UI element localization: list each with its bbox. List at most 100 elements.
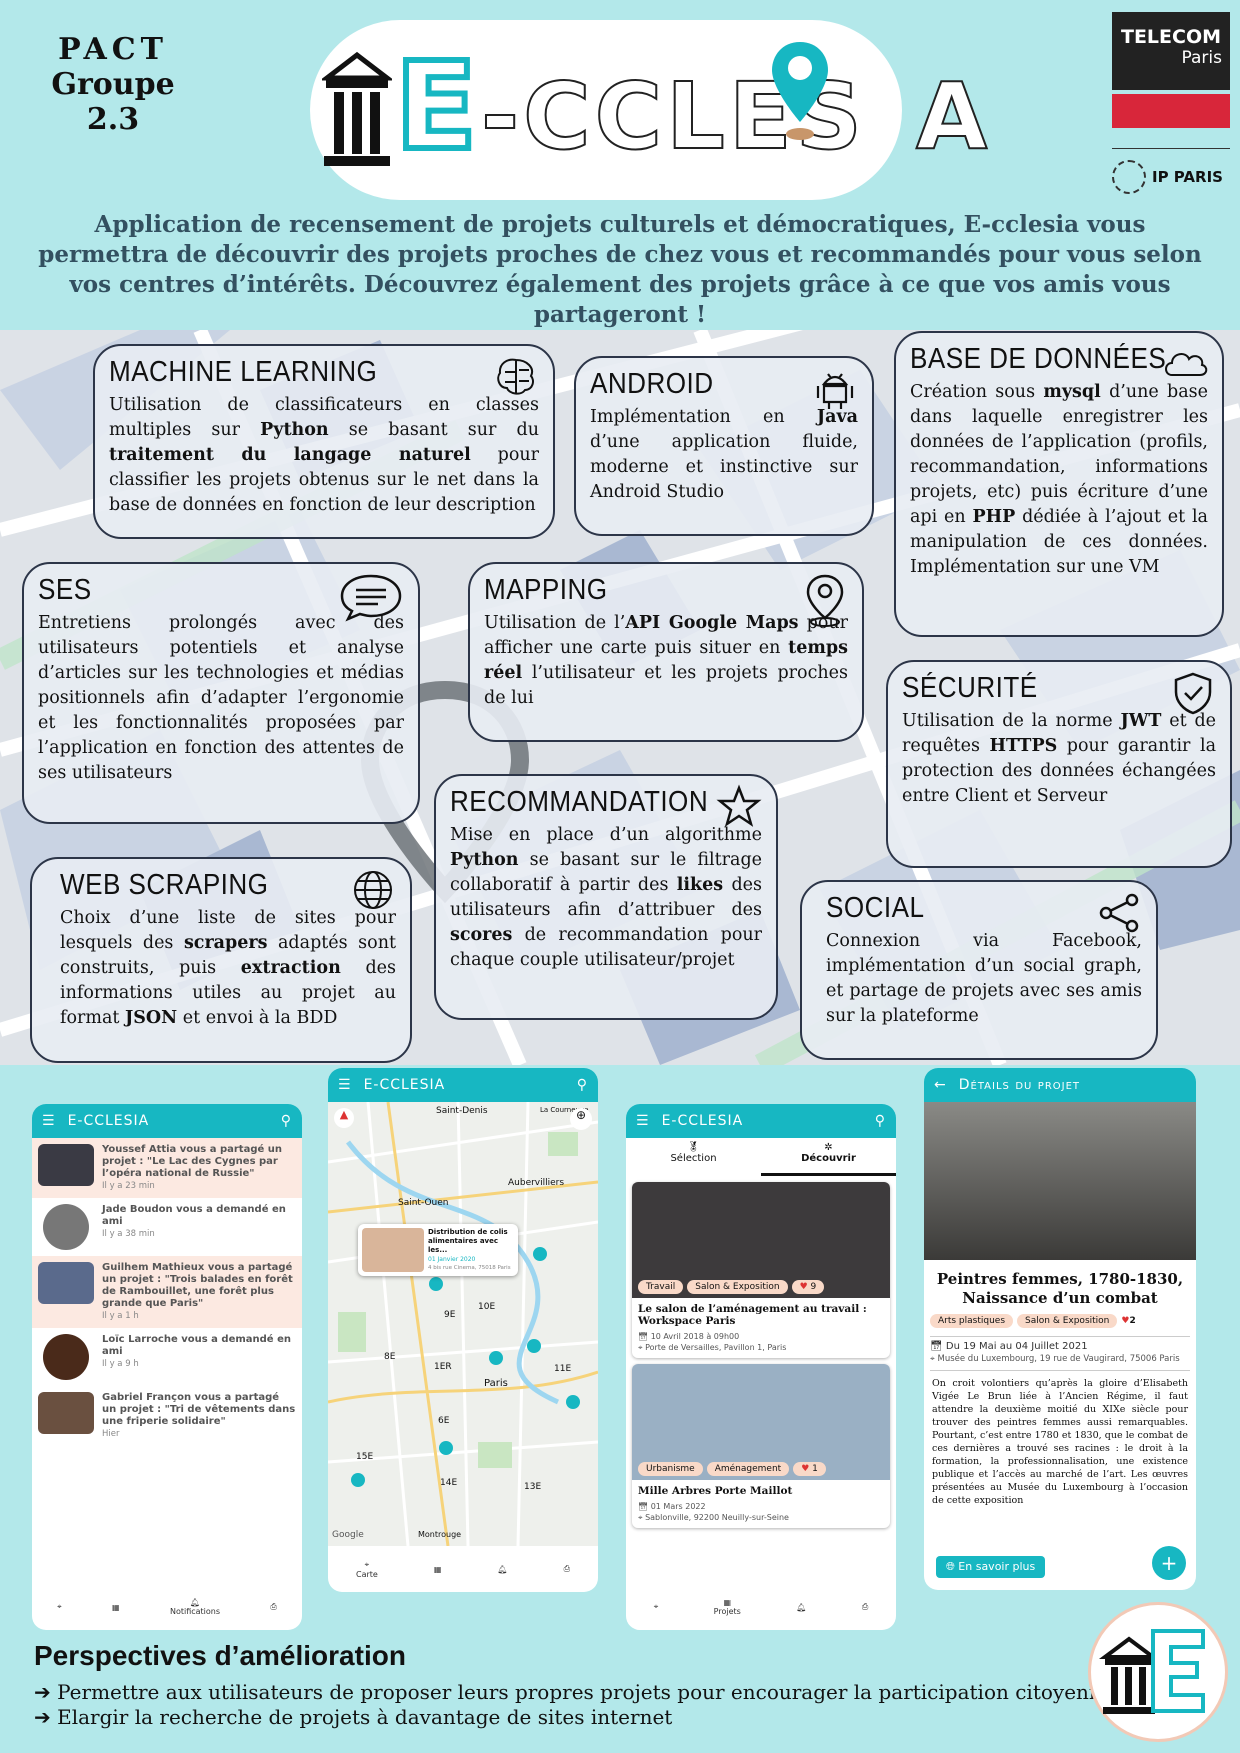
inbox-tab-icon[interactable]: ⎙ xyxy=(563,1564,570,1573)
like-count[interactable]: ♥2 xyxy=(1121,1316,1136,1326)
perspectives-list: ➔ Permettre aux utilisateurs de proposer… xyxy=(34,1680,1114,1730)
notification-item[interactable]: Youssef Attia vous a partagé un projet :… xyxy=(32,1138,302,1198)
group-number: Groupe 2.3 xyxy=(51,67,175,137)
app-title: E-CCLESIA xyxy=(661,1113,744,1129)
project-card[interactable]: Urbanisme Aménagement ♥ 1 Mille Arbres Por… xyxy=(632,1364,890,1528)
map-popup[interactable]: Distribution de colis alimentaires avec … xyxy=(358,1224,518,1276)
project-image: Travail Salon & Exposition ♥ 9 xyxy=(632,1182,890,1298)
notification-item[interactable]: Gabriel Françon vous a partagé un projet… xyxy=(32,1386,302,1446)
projects-tab-icon[interactable]: ▦ xyxy=(433,1564,442,1574)
map-label: 13E xyxy=(524,1482,542,1492)
app-logo-text: E-CCLES A xyxy=(392,45,991,171)
imt-logo xyxy=(1112,94,1230,128)
project-date: 📅︎ 01 Mars 2022 xyxy=(638,1502,706,1511)
category-tag: Travail xyxy=(638,1280,684,1294)
telecom-line2: Paris xyxy=(1181,48,1222,68)
popup-date: 01 Janvier 2020 xyxy=(428,1256,476,1263)
android-box: ANDROID Implémentation en Java d’une app… xyxy=(574,356,874,536)
box-title: SES xyxy=(38,574,92,606)
projects-tab[interactable]: ▦ Projets xyxy=(713,1598,741,1616)
map-label: 10E xyxy=(478,1302,496,1312)
back-arrow-icon[interactable]: ← xyxy=(934,1077,947,1093)
project-title: Mille Arbres Porte Maillot xyxy=(638,1485,793,1497)
menu-icon[interactable]: ☰ xyxy=(338,1077,352,1093)
like-badge[interactable]: ♥ 9 xyxy=(791,1280,825,1294)
location-pin-icon xyxy=(806,574,844,627)
map-label: Saint-Ouen xyxy=(398,1198,449,1208)
project-date: 📅︎ Du 19 Mai au 04 Juillet 2021 xyxy=(930,1341,1088,1352)
project-address: ⌖ Sablonville, 92200 Neuilly-sur-Seine xyxy=(638,1513,789,1522)
map-label: Aubervilliers xyxy=(508,1178,565,1188)
more-info-button[interactable]: 🌐︎ En savoir plus xyxy=(936,1556,1046,1578)
globe-icon xyxy=(354,871,392,909)
notifications-tab[interactable]: 🔔︎ Notifications xyxy=(169,1598,221,1616)
add-fab-icon[interactable]: + xyxy=(1152,1546,1186,1580)
box-text: Connexion via Facebook, implémentation d… xyxy=(826,931,1142,1026)
box-text: Choix d’une liste de sites pour lesquels… xyxy=(60,908,396,1028)
notification-item[interactable]: Guilhem Mathieux vous a partagé un proje… xyxy=(32,1256,302,1328)
search-icon[interactable]: ⚲ xyxy=(576,1077,588,1093)
brain-icon xyxy=(497,358,534,395)
map-label: 9E xyxy=(444,1310,456,1320)
phone-notifications: ☰ E-CCLESIA ⚲ Youssef Attia vous a parta… xyxy=(32,1104,302,1630)
tab-selection[interactable]: 🏅︎ Sélection xyxy=(670,1142,717,1164)
map-tab-icon[interactable]: ⌖ xyxy=(653,1602,659,1611)
inbox-tab-icon[interactable]: ⎙ xyxy=(861,1602,869,1611)
project-description: On croit volontiers qu’après la gloire d… xyxy=(932,1378,1188,1506)
box-text: Utilisation de l’API Google Maps pour af… xyxy=(484,613,848,708)
security-box: SÉCURITÉ Utilisation de la norme JWT et … xyxy=(886,660,1232,868)
notifications-tab-icon[interactable]: 🔔︎ xyxy=(497,1564,508,1574)
box-text: Utilisation de classificateurs en classe… xyxy=(109,395,540,515)
compass-icon[interactable]: ▲ xyxy=(334,1108,354,1128)
menu-icon[interactable]: ☰ xyxy=(636,1113,650,1129)
box-title: MACHINE LEARNING xyxy=(109,356,378,388)
projects-tab-icon[interactable]: ▦ xyxy=(112,1602,120,1612)
menu-icon[interactable]: ☰ xyxy=(42,1113,56,1129)
notification-item[interactable]: Jade Boudon vous a demandé en ami Il y a … xyxy=(32,1198,302,1256)
popup-title: Distribution de colis alimentaires avec … xyxy=(428,1228,508,1254)
painting-image xyxy=(924,1102,1196,1260)
logo-divider xyxy=(1112,148,1230,149)
mapping-box: MAPPING Utilisation de l’API Google Maps… xyxy=(468,562,864,742)
star-icon xyxy=(716,784,762,827)
map-tab[interactable]: ⌖ Carte xyxy=(356,1559,378,1579)
logo-e: E xyxy=(392,38,481,177)
telecom-paris-logo: TELECOM Paris xyxy=(1112,12,1230,90)
tab-discover[interactable]: ✲ Découvrir xyxy=(761,1138,896,1176)
app-title: E-CCLESIA xyxy=(67,1113,150,1129)
notifications-tab-icon[interactable]: 🔔︎ xyxy=(796,1602,807,1612)
box-title: BASE DE DONNÉES xyxy=(910,343,1167,375)
perspective-item: ➔ Permettre aux utilisateurs de proposer… xyxy=(34,1680,1114,1704)
bottom-nav: ⌖ ▦ Projets 🔔︎ ⎙ xyxy=(626,1584,896,1630)
map-tab-icon[interactable]: ⌖ xyxy=(57,1602,62,1611)
app-bar: ☰ E-CCLESIA ⚲ xyxy=(32,1104,302,1138)
box-title: MAPPING xyxy=(484,574,608,606)
ip-paris-emblem-icon xyxy=(1112,160,1146,194)
search-icon[interactable]: ⚲ xyxy=(874,1113,886,1129)
app-title: E-CCLESIA xyxy=(363,1077,446,1093)
like-badge[interactable]: ♥ 1 xyxy=(793,1462,826,1476)
notification-item[interactable]: Loïc Larroche vous a demandé en ami Il y … xyxy=(32,1328,302,1386)
phone-project-details: ← Détails du projet Peintres femmes, 178… xyxy=(924,1068,1196,1590)
my-location-icon[interactable]: ⊕ xyxy=(570,1108,592,1130)
map-label: 6E xyxy=(438,1416,450,1426)
project-date: 📅︎ 10 Avril 2018 à 09h00 xyxy=(638,1332,740,1341)
tabs: 🏅︎ Sélection ✲ Découvrir xyxy=(626,1138,896,1176)
ip-paris-logo: IP PARIS xyxy=(1112,160,1232,194)
category-tag: Arts plastiques xyxy=(930,1314,1014,1328)
project-card[interactable]: Travail Salon & Exposition ♥ 9 Le salon de… xyxy=(632,1182,890,1358)
share-icon xyxy=(1099,893,1139,933)
popup-thumbnail xyxy=(362,1228,424,1272)
phone-map: ☰ E-CCLESIA ⚲ Saint-Denis La Courneuve A… xyxy=(328,1068,598,1592)
category-tag: Aménagement xyxy=(706,1462,790,1476)
avatar xyxy=(38,1144,94,1186)
inbox-tab-icon[interactable]: ⎙ xyxy=(270,1602,277,1611)
category-tag: Urbanisme xyxy=(638,1462,703,1476)
box-title: SÉCURITÉ xyxy=(902,672,1038,704)
android-icon xyxy=(816,373,854,409)
search-icon[interactable]: ⚲ xyxy=(280,1113,292,1129)
shield-check-icon xyxy=(1174,672,1212,715)
map-view[interactable]: Saint-Denis La Courneuve Aubervilliers S… xyxy=(328,1102,598,1546)
box-text: Création sous mysql d’une base dans laqu… xyxy=(910,382,1208,577)
avatar xyxy=(38,1262,94,1304)
